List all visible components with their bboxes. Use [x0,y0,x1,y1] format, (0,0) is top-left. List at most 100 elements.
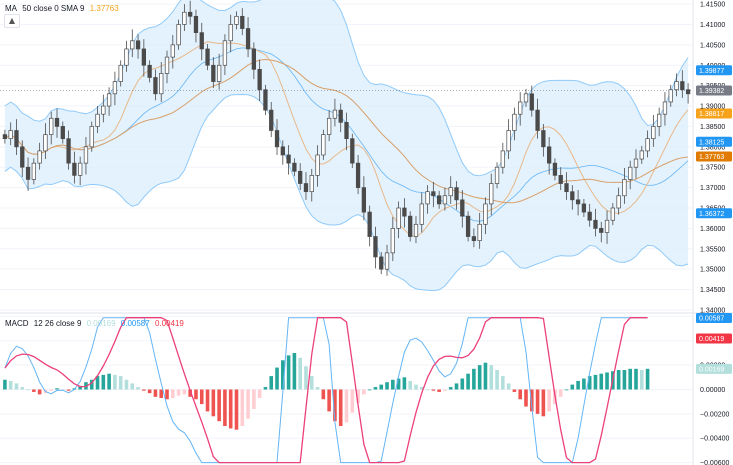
macd-histogram-bar [32,389,36,392]
candle-body [228,24,233,42]
candle-body [147,64,152,78]
candle-body [506,130,511,152]
candle-body [251,48,257,70]
macd-legend-label: MACD [5,319,29,328]
ma-legend: MA 50 close 0 SMA 9 1.37763 [5,4,122,13]
candle-body [124,48,129,66]
macd-histogram-bar [472,368,476,390]
macd-histogram-bar [448,387,453,390]
macd-legend-hist-value: 0.00169 [86,319,116,328]
macd-histogram-bar [483,362,488,390]
macd-tick-label: −0.00200 [700,411,729,418]
candle-body [286,154,291,164]
macd-histogram-bar [118,376,123,390]
candle-body [2,134,8,140]
candle-body [593,219,598,229]
macd-histogram-bar [628,368,633,390]
candle-body [54,117,60,127]
candle-body [292,162,297,172]
candle-body [141,48,146,66]
macd-histogram-bar [153,389,158,397]
price-tick-label: 1.35000 [700,267,725,274]
candle-body [408,215,413,237]
candle-body [402,207,407,217]
macd-histogram-bar [506,383,511,390]
macd-histogram-bar [205,389,210,412]
candle-body [448,187,453,197]
price-tick-label: 1.39000 [700,104,725,111]
ma-slow-line [4,58,689,204]
macd-histogram-bar [501,376,505,390]
macd-histogram-bar [223,389,227,427]
candle-body [37,150,42,164]
candle-body [211,64,216,82]
macd-histogram-bar [576,380,580,390]
candle-body [610,207,615,221]
ma-legend-value: 1.37763 [89,4,119,13]
candle-body [118,64,123,82]
macd-histogram-bar [101,374,106,390]
macd-histogram-bar [402,377,407,390]
candle-body [170,44,175,58]
candle-body [350,138,355,164]
macd-histogram-bar [512,389,517,392]
candle-body [43,134,48,152]
macd-histogram-bar [599,373,604,390]
ma-legend-params: 50 close 0 SMA 9 [22,4,85,13]
macd-histogram-bar [292,352,297,390]
macd-histogram-bar [136,387,140,390]
candle-body [431,191,436,197]
bollinger-lower [4,93,689,292]
price-badge: 1.38817 [699,111,724,118]
candle-body [164,56,170,74]
price-badge: 1.39382 [699,88,724,95]
candle-body [31,162,36,180]
macd-tick-label: 0.00000 [700,387,725,394]
price-badge-bg [696,151,732,162]
candle-body [205,48,210,66]
macd-histogram-bar [234,389,239,430]
macd-histogram-bar [391,379,395,390]
macd-histogram-bar [257,389,262,399]
candle-body [315,154,320,176]
macd-histogram-bar [495,370,499,390]
macd-histogram-bar [558,389,563,397]
candle-body [222,40,228,66]
macd-histogram-bar [321,389,326,400]
macd-histogram-bar [165,389,169,400]
price-badge: 1.37763 [699,154,724,161]
candle-body [518,101,523,115]
macd-histogram-bar [362,389,366,395]
macd-histogram-bar [228,389,233,429]
collapse-legend-button[interactable]: ▲ [4,14,20,28]
candle-body [564,183,569,193]
price-badge-bg [696,208,732,219]
macd-histogram-bar [431,389,436,391]
candle-body [240,15,245,29]
candle-body [130,40,135,50]
macd-legend-signal-value: 0.00419 [154,319,184,328]
candle-body [552,162,558,176]
macd-histogram-bar [593,374,598,390]
price-badge-bg [696,108,732,119]
candle-body [413,223,419,237]
price-tick-label: 1.35500 [700,246,725,253]
macd-histogram-bar [541,389,546,417]
macd-histogram-bar [20,387,25,390]
candle-body [616,195,621,209]
macd-histogram-bar [327,389,331,412]
macd-histogram-bar [622,370,627,390]
macd-histogram-bar [217,389,221,422]
macd-histogram-bar [564,389,569,391]
macd-histogram-bar [246,389,250,419]
candle-body [604,219,610,233]
candle-body [373,236,378,258]
candle-body [581,203,587,213]
candle-body [628,166,633,180]
candle-body [633,158,639,168]
candle-body [512,113,517,131]
macd-histogram-bar [315,387,320,390]
macd-histogram-bar [587,376,592,390]
candle-body [384,252,390,270]
